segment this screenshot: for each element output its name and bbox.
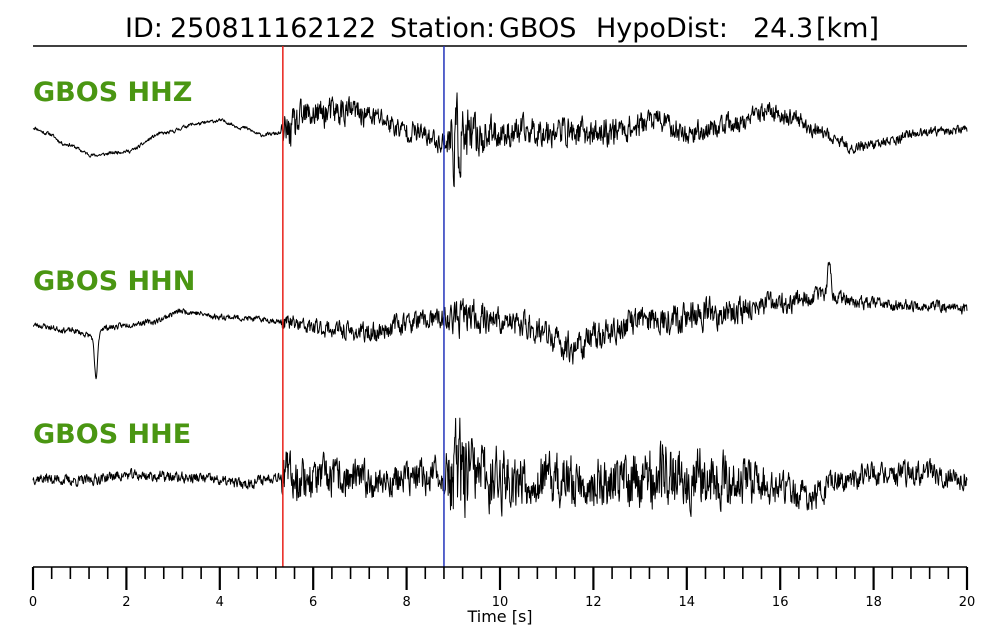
title-id-value: 250811162122 — [170, 13, 376, 44]
trace-label-gbos-hhz: GBOS HHZ — [33, 77, 192, 108]
x-tick-label: 2 — [122, 595, 130, 610]
x-tick-label: 6 — [309, 595, 317, 610]
title-hypodist-label: HypoDist: — [596, 13, 728, 44]
x-tick-label: 8 — [402, 595, 410, 610]
trace-gbos-hhe — [32, 417, 968, 519]
trace-gbos-hhz — [32, 92, 968, 188]
x-tick-label: 4 — [216, 595, 224, 610]
x-tick-label: 10 — [492, 595, 509, 610]
chart-title: ID: 250811162122 Station: GBOS HypoDist:… — [125, 13, 879, 44]
x-tick-label: 16 — [772, 595, 789, 610]
x-tick-label: 18 — [865, 595, 882, 610]
x-tick-label: 20 — [959, 595, 976, 610]
x-tick-label: 14 — [679, 595, 696, 610]
title-station-value: GBOS — [499, 13, 576, 44]
x-tick-label: 12 — [585, 595, 602, 610]
title-hypodist-unit: [km] — [816, 13, 879, 44]
trace-label-gbos-hhe: GBOS HHE — [33, 419, 191, 450]
title-hypodist-value: 24.3 — [753, 13, 813, 44]
title-station-label: Station: — [390, 13, 495, 44]
trace-label-gbos-hhn: GBOS HHN — [33, 266, 195, 297]
x-axis-label: Time [s] — [466, 607, 532, 626]
x-tick-label: 0 — [29, 595, 37, 610]
trace-labels: GBOS HHZ GBOS HHN GBOS HHE — [33, 77, 195, 450]
title-id-label: ID: — [125, 13, 163, 44]
pick-lines — [282, 46, 445, 567]
trace-group — [32, 92, 968, 519]
time-axis: 0 2 4 6 8 10 12 14 16 18 20 — [29, 566, 976, 610]
trace-gbos-hhn — [32, 261, 968, 380]
